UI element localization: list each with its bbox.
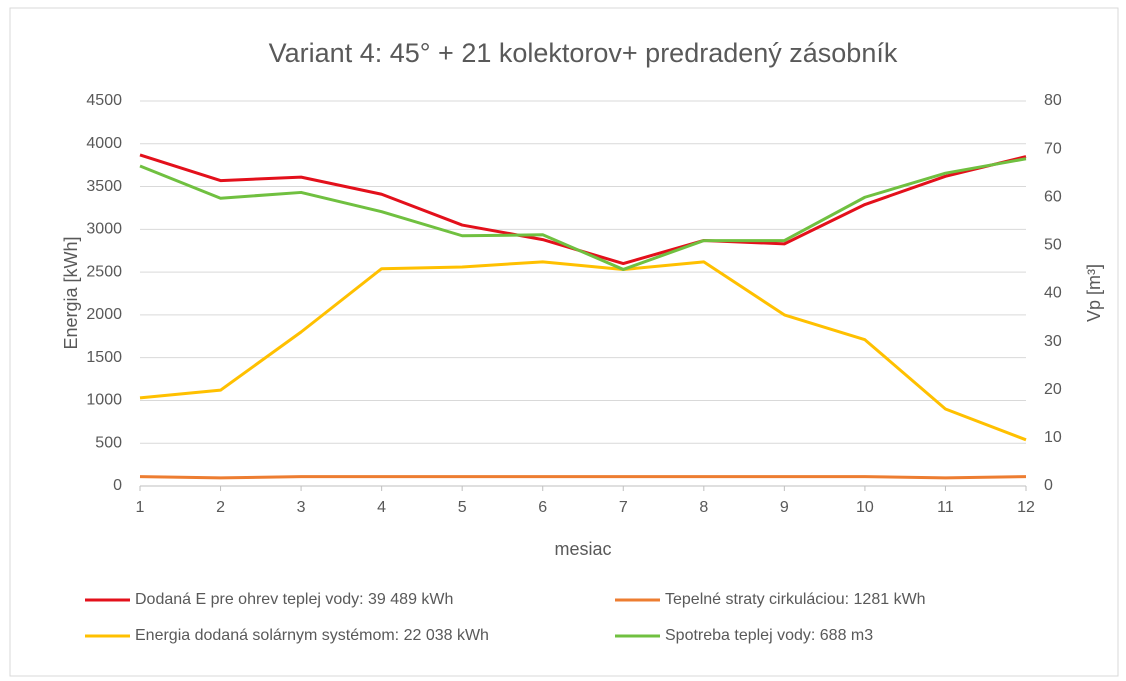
chart-border (9, 7, 1119, 677)
series-line (139, 157, 1027, 271)
legend-label: Spotreba teplej vody: 688 m3 (665, 627, 873, 644)
y2-tick-label: 80 (1044, 92, 1062, 109)
x-tick-label: 3 (297, 499, 306, 516)
legend-label: Dodaná E pre ohrev teplej vody: 39 489 k… (135, 591, 453, 608)
y-tick-label: 2000 (86, 306, 122, 323)
y2-tick-label: 20 (1044, 381, 1062, 398)
series-line (139, 475, 1027, 480)
y-tick-label: 1500 (86, 349, 122, 366)
y2-tick-label: 10 (1044, 429, 1062, 446)
x-tick-label: 2 (216, 499, 225, 516)
x-axis-label: mesiac (554, 539, 611, 559)
y-tick-label: 3000 (86, 221, 122, 238)
x-tick-label: 1 (136, 499, 145, 516)
x-tick-label: 7 (619, 499, 628, 516)
y-axis-label: Energia [kWh] (61, 236, 81, 349)
y2-tick-label: 40 (1044, 285, 1062, 302)
x-tick-label: 9 (780, 499, 789, 516)
y2-axis-label: Vp [m³] (1084, 264, 1104, 322)
y-tick-label: 2500 (86, 263, 122, 280)
y-tick-label: 4000 (86, 135, 122, 152)
y-tick-label: 4500 (86, 92, 122, 109)
chart-title: Variant 4: 45° + 21 kolektorov+ predrade… (269, 38, 898, 68)
y2-tick-label: 60 (1044, 188, 1062, 205)
y-tick-label: 500 (95, 434, 122, 451)
y2-tick-label: 30 (1044, 333, 1062, 350)
x-tick-label: 11 (937, 499, 954, 516)
x-tick-label: 5 (458, 499, 467, 516)
x-tick-label: 12 (1017, 499, 1035, 516)
legend-label: Tepelné straty cirkuláciou: 1281 kWh (665, 591, 926, 608)
y-tick-label: 1000 (86, 392, 122, 409)
y2-tick-label: 0 (1044, 477, 1053, 494)
x-tick-label: 4 (377, 499, 386, 516)
x-tick-label: 10 (856, 499, 874, 516)
y-tick-label: 3500 (86, 178, 122, 195)
legend-label: Energia dodaná solárnym systémom: 22 038… (135, 627, 489, 644)
y2-tick-label: 70 (1044, 140, 1062, 157)
y-tick-label: 0 (113, 477, 122, 494)
series-line (139, 260, 1027, 442)
x-tick-label: 6 (538, 499, 547, 516)
y2-tick-label: 50 (1044, 237, 1062, 254)
x-tick-label: 8 (699, 499, 708, 516)
